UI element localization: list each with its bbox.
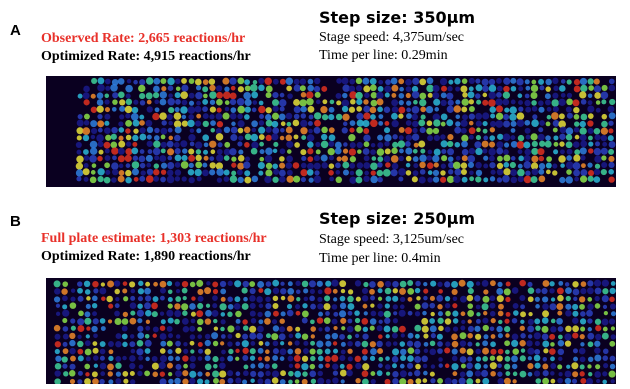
heatmap-image <box>46 76 616 187</box>
step-size-title: Step size: 250µm <box>319 209 476 228</box>
optimized-rate: Optimized Rate: 4,915 reactions/hr <box>41 49 251 64</box>
optimized-rate: Optimized Rate: 1,890 reactions/hr <box>41 249 251 264</box>
heatmap-a-graphic <box>46 76 616 187</box>
panel-letter: A <box>10 22 21 39</box>
panel-letter: B <box>10 213 21 230</box>
time-per-line: Time per line: 0.29min <box>319 48 448 63</box>
stage-speed: Stage speed: 4,375um/sec <box>319 30 465 45</box>
time-per-line: Time per line: 0.4min <box>319 251 441 266</box>
full-plate-estimate: Full plate estimate: 1,303 reactions/hr <box>41 231 267 246</box>
heatmap-b-graphic <box>46 278 616 384</box>
step-size-title: Step size: 350µm <box>319 8 476 27</box>
stage-speed: Stage speed: 3,125um/sec <box>319 232 465 247</box>
panel-a: A Observed Rate: 2,665 reactions/hr Opti… <box>0 0 630 190</box>
observed-rate: Observed Rate: 2,665 reactions/hr <box>41 31 246 46</box>
panel-b: B Full plate estimate: 1,303 reactions/h… <box>0 195 630 389</box>
heatmap-image <box>46 278 616 384</box>
